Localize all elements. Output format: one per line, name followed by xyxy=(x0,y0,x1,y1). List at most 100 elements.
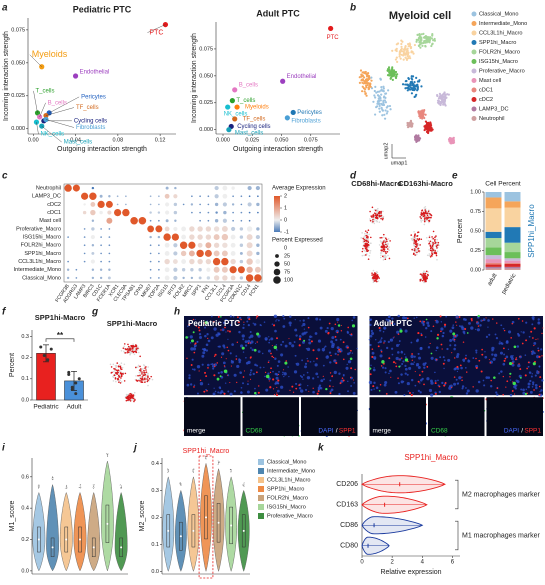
nucleus xyxy=(499,351,503,355)
cell-dot xyxy=(376,102,379,105)
cell-dot xyxy=(436,101,440,104)
nucleus xyxy=(455,378,458,381)
dot xyxy=(207,195,210,198)
cell-dot xyxy=(368,233,370,236)
y-tick-label: 0.0 xyxy=(21,568,29,574)
cell-dot xyxy=(417,44,421,47)
point-label: Mast_cells xyxy=(64,140,92,146)
nucleus xyxy=(414,384,417,387)
cell-dot xyxy=(424,210,427,213)
nucleus xyxy=(531,350,535,354)
cell-dot xyxy=(139,368,142,370)
cell-dot xyxy=(382,101,385,104)
spp1-signal xyxy=(436,333,440,336)
spp1-signal xyxy=(458,316,461,318)
y-tick-label: 0.075 xyxy=(11,27,25,33)
nucleus xyxy=(404,364,407,367)
nucleus xyxy=(190,383,193,386)
spp1-signal xyxy=(510,337,512,339)
nucleus xyxy=(240,391,242,393)
spp1-signal xyxy=(243,370,245,372)
nucleus xyxy=(248,336,251,339)
cell-dot xyxy=(120,375,123,378)
nucleus xyxy=(487,319,490,322)
cell-dot xyxy=(127,345,130,348)
nucleus xyxy=(249,373,252,376)
x-tick-label: 0.025 xyxy=(245,137,259,143)
y-tick-label: 0.0 xyxy=(21,397,29,403)
spp1-signal xyxy=(226,374,228,376)
outlier xyxy=(52,479,53,481)
nucleus xyxy=(351,319,354,322)
cd68-signal xyxy=(378,389,381,392)
nucleus xyxy=(373,357,377,360)
spp1-signal xyxy=(226,346,228,349)
nucleus xyxy=(475,349,478,352)
cell-dot xyxy=(116,372,118,375)
cell-dot xyxy=(426,273,429,276)
cell-dot xyxy=(378,90,381,93)
dot xyxy=(257,211,259,214)
nucleus xyxy=(205,349,209,352)
cell-dot xyxy=(363,90,366,93)
spp1-signal xyxy=(410,394,413,397)
panel-label: k xyxy=(318,443,324,454)
inset-label: DAPI xyxy=(318,428,333,435)
cell-dot xyxy=(380,212,383,214)
cell-dot xyxy=(133,353,136,356)
spp1-signal xyxy=(434,320,436,322)
cell-dot xyxy=(413,249,416,252)
spp1-signal xyxy=(380,365,383,367)
median xyxy=(65,538,68,541)
cd68-signal xyxy=(220,315,222,318)
nucleus xyxy=(435,349,437,352)
dot xyxy=(188,241,196,249)
nucleus xyxy=(372,368,376,372)
cell-dot xyxy=(420,37,423,41)
cell-dot xyxy=(376,211,378,213)
cell-dot xyxy=(399,57,402,60)
nucleus xyxy=(282,340,285,343)
dot xyxy=(199,219,201,222)
legend-label: Neutrophil xyxy=(479,116,505,122)
nucleus xyxy=(339,338,342,341)
cell-dot xyxy=(362,247,364,250)
point xyxy=(39,345,43,349)
cell-dot xyxy=(145,366,147,368)
cell-dot xyxy=(123,343,126,345)
cell-dot xyxy=(374,113,377,116)
dot xyxy=(205,234,212,240)
nucleus xyxy=(512,355,514,357)
cell-dot xyxy=(367,236,369,239)
nucleus xyxy=(259,324,262,326)
cd68-signal xyxy=(369,367,372,370)
cell-dot xyxy=(416,238,419,240)
nucleus xyxy=(368,338,371,341)
dot xyxy=(214,219,219,223)
violin xyxy=(87,491,101,572)
cell-dot xyxy=(364,78,368,81)
dot xyxy=(125,203,127,206)
nucleus xyxy=(338,372,341,375)
spp1-signal xyxy=(207,337,209,339)
cell-dot xyxy=(139,376,142,379)
nucleus xyxy=(196,392,199,395)
cell-dot xyxy=(142,368,144,370)
cell-dot xyxy=(413,242,415,244)
cell-dot xyxy=(388,249,390,252)
cell-dot xyxy=(143,364,145,366)
nucleus xyxy=(404,356,407,359)
nucleus xyxy=(240,344,244,348)
x-tick-label: Pediatric xyxy=(33,404,59,411)
cell-dot xyxy=(372,281,375,284)
nucleus xyxy=(531,316,535,320)
cell-dot xyxy=(419,280,422,282)
size-key xyxy=(275,254,279,258)
nucleus xyxy=(369,343,372,347)
point xyxy=(42,353,46,357)
nucleus xyxy=(263,321,266,323)
nucleus xyxy=(356,347,358,350)
cell-dot xyxy=(373,212,376,214)
spp1-signal xyxy=(503,329,506,332)
spp1-signal xyxy=(188,323,191,326)
